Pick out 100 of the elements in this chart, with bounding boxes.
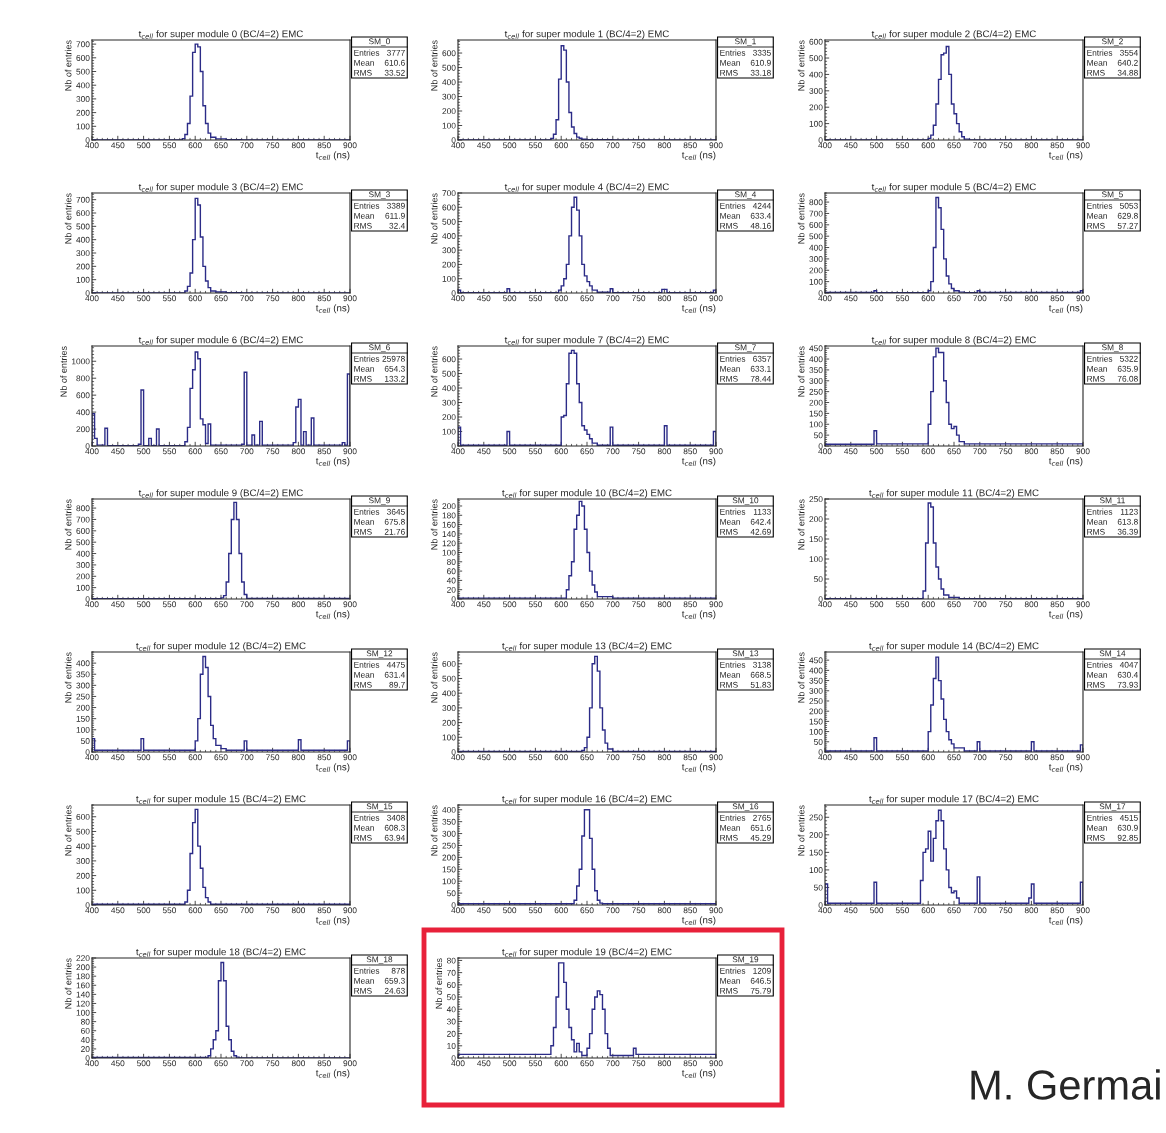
x-axis-title: t$_{cell}$ (ns) <box>315 457 350 467</box>
x-tick-label: 900 <box>343 295 357 302</box>
y-tick-label: 0 <box>85 596 90 603</box>
text: SM_10 <box>732 497 759 505</box>
x-tick-label: 450 <box>477 448 491 455</box>
x-tick-label: 800 <box>291 295 306 302</box>
x-tick-label: 500 <box>869 907 884 914</box>
x-axis-title: t$_{cell}$ (ns) <box>681 763 716 773</box>
y-tick-label: 140 <box>442 531 456 537</box>
x-tick-label: 850 <box>683 1060 697 1067</box>
x-tick-label: 800 <box>1024 295 1039 302</box>
text: 610.9 <box>750 59 771 66</box>
y-tick-label: 50 <box>446 890 456 897</box>
x-tick-label: 750 <box>632 1060 646 1067</box>
text: Mean <box>1087 518 1107 525</box>
x-tick-label: 750 <box>632 295 646 302</box>
text: RMS <box>354 222 372 229</box>
text: Entries <box>1087 202 1113 209</box>
y-tick-label: 250 <box>442 842 456 849</box>
x-tick-label: 850 <box>683 907 697 914</box>
y-tick-label: 180 <box>76 973 90 980</box>
y-tick-label: 700 <box>76 516 90 523</box>
x-tick-label: 900 <box>1076 142 1090 149</box>
x-tick-label: 450 <box>477 142 491 149</box>
x-tick-label: 500 <box>869 601 884 608</box>
x-tick-label: 450 <box>111 1060 125 1067</box>
x-tick-label: 450 <box>111 295 125 302</box>
y-tick-label: 250 <box>809 388 823 395</box>
y-tick-label: 100 <box>809 278 823 285</box>
y-tick-label: 300 <box>76 96 90 103</box>
x-tick-label: 450 <box>477 1060 491 1067</box>
y-tick-label: 500 <box>76 68 90 75</box>
y-tick-label: 250 <box>809 814 823 821</box>
x-tick-label: 800 <box>291 907 306 914</box>
x-tick-label: 600 <box>188 601 202 608</box>
x-tick-label: 750 <box>632 142 646 149</box>
text: RMS <box>1087 375 1105 382</box>
text: SM_8 <box>1101 344 1123 352</box>
x-tick-label: 850 <box>1050 448 1064 455</box>
x-tick-label: 650 <box>580 295 594 302</box>
text: 635.9 <box>1117 365 1138 372</box>
y-tick-label: 100 <box>76 276 90 283</box>
chart-title: t$_{cell}$ for super module 17 (BC/4=2) EMC <box>869 795 1039 805</box>
x-tick-label: 850 <box>317 907 331 914</box>
y-tick-label: 0 <box>451 137 456 144</box>
x-tick-label: 450 <box>111 754 125 761</box>
x-tick-label: 600 <box>554 907 568 914</box>
x-tick-label: 800 <box>1024 448 1039 455</box>
y-tick-label: 400 <box>76 843 90 850</box>
y-axis-title: Nb of entries <box>430 193 438 244</box>
y-tick-label: 500 <box>442 218 456 225</box>
x-axis-title: t$_{cell}$ (ns) <box>681 1069 716 1079</box>
x-tick-label: 500 <box>502 448 517 455</box>
y-tick-label: 450 <box>809 345 823 352</box>
x-tick-label: 600 <box>921 907 935 914</box>
x-tick-label: 500 <box>502 601 517 608</box>
chart-title: t$_{cell}$ for super module 6 (BC/4=2) EMC <box>138 336 303 346</box>
text: Mean <box>354 671 374 678</box>
x-tick-label: 700 <box>240 295 254 302</box>
y-tick-label: 300 <box>442 705 456 711</box>
x-tick-label: 600 <box>921 295 935 302</box>
x-axis-title: t$_{cell}$ (ns) <box>315 763 350 773</box>
y-axis-title: Nb of entries <box>430 652 438 703</box>
y-tick-label: 800 <box>76 505 90 512</box>
x-tick-label: 550 <box>162 1060 177 1067</box>
text: 42.69 <box>750 528 771 535</box>
text: Entries <box>1087 49 1113 56</box>
y-tick-label: 500 <box>76 828 90 835</box>
y-tick-label: 50 <box>813 576 823 583</box>
y-axis-title: Nb of entries <box>64 958 72 1009</box>
text: Entries <box>354 967 380 974</box>
text: Entries <box>1087 661 1113 668</box>
y-tick-label: 100 <box>76 584 90 591</box>
y-tick-label: 10 <box>447 1043 456 1049</box>
y-axis-title: Nb of entries <box>797 40 805 91</box>
y-tick-label: 350 <box>809 677 823 684</box>
y-tick-label: 0 <box>818 443 823 450</box>
x-tick-label: 600 <box>188 907 202 914</box>
y-tick-label: 140 <box>76 991 90 998</box>
text: 611.9 <box>385 212 405 219</box>
x-tick-label: 550 <box>162 754 177 761</box>
x-tick-label: 500 <box>136 448 151 455</box>
y-tick-label: 200 <box>442 503 456 510</box>
text: 5322 <box>1120 355 1138 362</box>
x-tick-label: 800 <box>291 448 306 455</box>
y-tick-label: 500 <box>442 64 456 71</box>
y-tick-label: 100 <box>809 421 823 428</box>
text: Mean <box>354 59 374 66</box>
text: 633.4 <box>750 212 771 219</box>
y-tick-label: 70 <box>447 969 456 976</box>
x-tick-label: 550 <box>895 601 910 608</box>
chart-title: t$_{cell}$ for super module 10 (BC/4=2) EMC <box>502 489 672 499</box>
x-tick-label: 750 <box>999 295 1013 302</box>
x-tick-label: 750 <box>999 448 1013 455</box>
y-tick-label: 600 <box>76 55 90 61</box>
x-axis-title: t$_{cell}$ (ns) <box>1048 457 1083 467</box>
chart-title: t$_{cell}$ for super module 1 (BC/4=2) EMC <box>504 30 669 40</box>
x-tick-label: 750 <box>632 907 646 914</box>
text: 630.4 <box>1117 671 1138 678</box>
text: 1133 <box>753 508 771 515</box>
